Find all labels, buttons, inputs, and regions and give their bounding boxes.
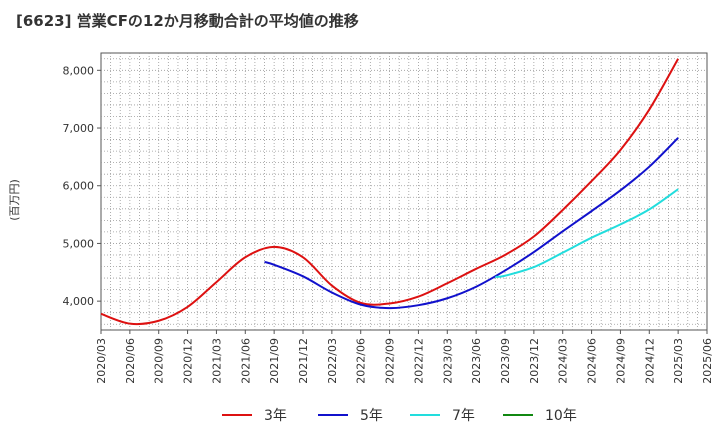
- x-tick-label: 2024/03: [557, 338, 570, 384]
- x-tick-label: 2021/03: [210, 338, 223, 384]
- x-tick-label: 2025/03: [672, 338, 685, 384]
- x-tick-label: 2022/06: [355, 338, 368, 384]
- y-axis-ticks: 4,000 5,000 6,000 7,000 8,000: [63, 64, 101, 308]
- legend-label: 7年: [452, 408, 475, 424]
- y-tick-label: 5,000: [63, 237, 95, 250]
- x-tick-label: 2021/06: [239, 338, 252, 384]
- y-tick-label: 8,000: [63, 64, 95, 77]
- y-tick-label: 6,000: [63, 180, 95, 193]
- legend-label: 10年: [545, 408, 577, 424]
- y-tick-label: 7,000: [63, 122, 95, 135]
- plot-area: [100, 52, 708, 331]
- x-tick-label: 2025/06: [701, 338, 714, 384]
- x-tick-label: 2020/12: [182, 338, 195, 384]
- x-tick-label: 2022/12: [412, 338, 425, 384]
- legend-label: 5年: [360, 408, 383, 424]
- chart-title: [6623] 営業CFの12か月移動合計の平均値の推移: [16, 12, 359, 30]
- y-axis-label: (百万円): [8, 179, 21, 221]
- x-axis-ticks: 2020/03 2020/06 2020/09 2020/12 2021/03 2021/…: [95, 330, 714, 384]
- x-tick-label: 2023/03: [441, 338, 454, 384]
- x-tick-label: 2020/09: [153, 338, 166, 384]
- x-tick-label: 2023/06: [470, 338, 483, 384]
- x-tick-label: 2020/03: [95, 338, 108, 384]
- x-tick-label: 2023/09: [499, 338, 512, 384]
- x-tick-label: 2021/12: [297, 338, 310, 384]
- x-tick-label: 2022/09: [384, 338, 397, 384]
- x-tick-label: 2020/06: [124, 338, 137, 384]
- legend: 3年 5年 7年 10年: [222, 408, 577, 424]
- series-line-5年: [264, 137, 679, 310]
- x-tick-label: 2022/03: [326, 338, 339, 384]
- series-line-7年: [495, 188, 679, 278]
- series-lines: [100, 58, 680, 326]
- legend-label: 3年: [264, 408, 287, 424]
- grid: [101, 53, 707, 330]
- x-tick-label: 2021/09: [268, 338, 281, 384]
- x-tick-label: 2023/12: [528, 338, 541, 384]
- x-tick-label: 2024/09: [614, 338, 627, 384]
- x-tick-label: 2024/06: [586, 338, 599, 384]
- y-tick-label: 4,000: [63, 295, 95, 308]
- series-line-3年: [100, 58, 680, 326]
- x-tick-label: 2024/12: [643, 338, 656, 384]
